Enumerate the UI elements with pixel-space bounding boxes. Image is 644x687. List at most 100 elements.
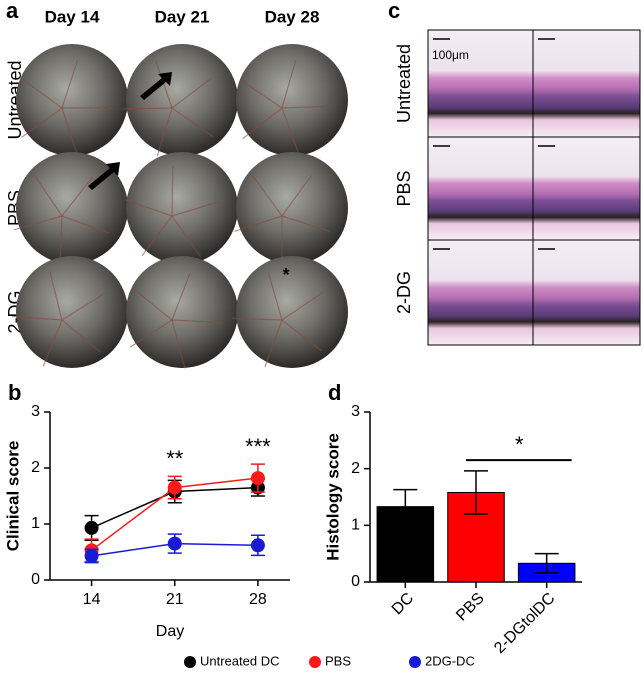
significance-label: ** [166, 446, 184, 471]
y-tick-label: 2 [351, 460, 360, 477]
row-label: 2-DG [394, 271, 414, 314]
fundus-image [16, 256, 128, 368]
data-point [84, 520, 99, 535]
vessel [252, 175, 283, 217]
panel-label: b [8, 380, 21, 405]
significance-label: *** [245, 434, 271, 459]
vessel [49, 271, 63, 321]
panel-label: c [388, 0, 400, 23]
y-tick-label: 0 [351, 573, 360, 590]
vessel [171, 77, 213, 109]
vessel [155, 60, 173, 109]
vessel [61, 176, 94, 217]
vessel [281, 175, 312, 217]
data-point [167, 536, 182, 551]
legend-marker [309, 656, 321, 668]
histology-image [533, 137, 640, 240]
column-header: Day 14 [45, 7, 100, 26]
y-tick-label: 0 [31, 571, 40, 588]
y-tick-label: 3 [351, 403, 360, 420]
y-tick-label: 3 [31, 403, 40, 420]
vessel [240, 79, 283, 109]
vessel [42, 319, 63, 367]
vessel [61, 319, 101, 353]
vessel [21, 107, 63, 138]
vessel [132, 288, 173, 321]
data-point [250, 471, 265, 486]
panel-label: a [6, 0, 19, 23]
error-bar [534, 552, 559, 574]
y-axis-label: Clinical score [3, 441, 22, 552]
vessel [171, 319, 222, 324]
vessel [281, 105, 332, 109]
x-tick-label: 21 [166, 591, 184, 608]
vessel [281, 291, 324, 321]
x-tick-label: 14 [83, 591, 101, 608]
vessel [264, 319, 283, 368]
histology-frame [427, 29, 641, 346]
photo-annotation: * [282, 265, 289, 285]
vessel [21, 78, 63, 109]
vessel [61, 292, 105, 321]
vessel [156, 107, 173, 156]
error-bar [393, 488, 418, 525]
fundus-image [236, 256, 348, 368]
vessel [171, 215, 202, 258]
scale-bar-label: 100μm [432, 48, 469, 62]
y-tick-label: 2 [31, 459, 40, 476]
column-header: Day 28 [265, 7, 320, 26]
vessel [141, 215, 173, 257]
vessel [171, 273, 191, 321]
vessel [281, 319, 322, 352]
vessel [171, 319, 186, 369]
vessel [12, 315, 63, 321]
histology-image [428, 30, 533, 137]
fundus-image [16, 44, 128, 156]
x-tick-label: 28 [249, 591, 267, 608]
column-header: Day 21 [155, 7, 210, 26]
significance-label: * [515, 432, 524, 457]
row-label: Untreated [394, 44, 414, 123]
histology-image [533, 30, 640, 137]
legend-marker [184, 656, 196, 668]
arrow [140, 72, 172, 100]
vessel [121, 107, 173, 110]
y-axis-label: Histology score [323, 433, 342, 561]
x-tick-label: PBS [453, 590, 488, 625]
vessel [33, 174, 63, 217]
row-label: PBS [394, 170, 414, 206]
fundus-image [236, 44, 348, 156]
vessel [171, 200, 220, 217]
vessel [242, 107, 283, 140]
vessel [232, 317, 283, 321]
legend-label: Untreated DC [200, 653, 279, 668]
x-tick-label: DC [389, 590, 417, 618]
vessel [267, 271, 283, 321]
panel-label: d [328, 380, 341, 405]
vessel [61, 60, 79, 109]
vessel [171, 107, 214, 138]
error-bar [464, 470, 488, 515]
legend-label: PBS [325, 653, 351, 668]
x-axis-label: Day [156, 623, 184, 640]
vessel [129, 319, 173, 348]
vessel [281, 107, 300, 156]
fundus-image [126, 152, 238, 264]
x-tick-label: 2-DGtolDC [491, 590, 558, 657]
vessel [61, 215, 110, 234]
vessel [281, 59, 297, 109]
vessel [171, 165, 174, 217]
vessel [13, 215, 63, 231]
histology-image [428, 240, 533, 345]
fundus-image [126, 256, 238, 368]
histology-image [533, 240, 640, 345]
legend-marker [409, 656, 421, 668]
y-tick-label: 1 [351, 517, 360, 534]
arrow [88, 162, 120, 190]
y-tick-label: 1 [31, 515, 40, 532]
data-point [167, 480, 182, 495]
vessel [124, 199, 173, 217]
vessel [281, 215, 330, 233]
legend-label: 2DG-DC [425, 653, 475, 668]
